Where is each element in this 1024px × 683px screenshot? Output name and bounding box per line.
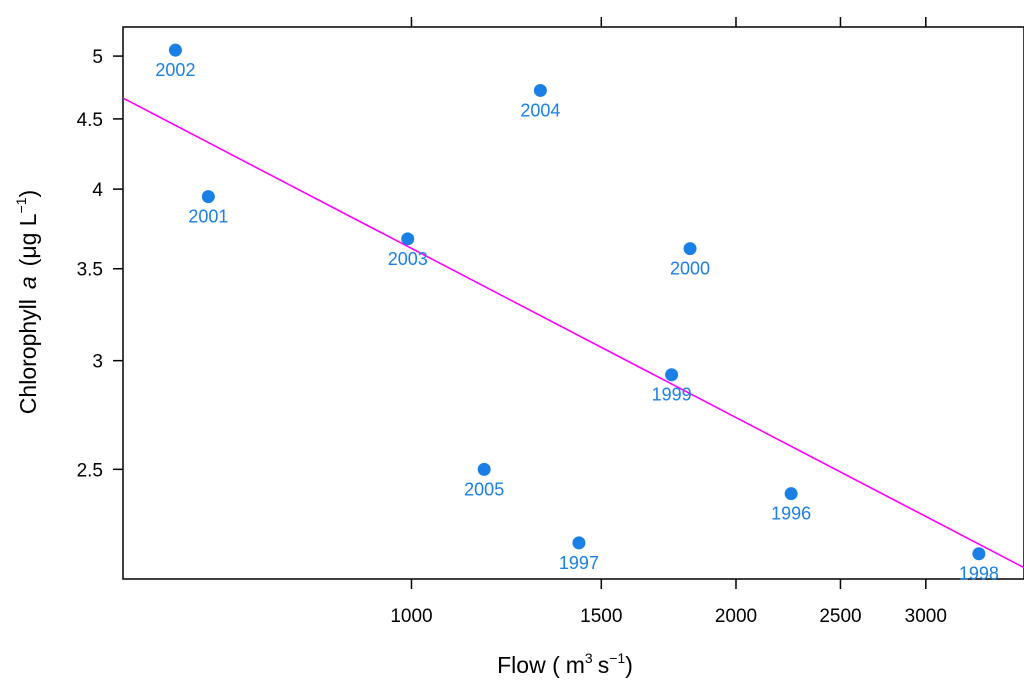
x-axis-title: Flow (m3 s−1) — [497, 650, 633, 678]
data-point-2002 — [168, 43, 182, 57]
x-tick-label-1: 1500 — [580, 606, 622, 627]
x-tick-label-3: 2500 — [819, 606, 861, 627]
data-point-2003 — [401, 232, 415, 246]
y-axis-title: Chlorophylla(μg L−1) — [13, 190, 41, 414]
y-axis: 2.5 3 3.5 4 4.5 5 — [77, 47, 123, 481]
data-point-2000 — [683, 242, 697, 256]
data-point-2005 — [477, 462, 491, 476]
data-label-2004: 2004 — [520, 100, 560, 120]
x-tick-label-2: 2000 — [715, 606, 757, 627]
data-label-2005: 2005 — [464, 479, 504, 499]
points-layer: 2002 2001 2003 2004 2000 1999 2005 1997 1996 1998 — [155, 43, 999, 584]
data-point-1996 — [784, 487, 798, 501]
data-label-2001: 2001 — [188, 207, 228, 227]
data-label-1999: 1999 — [652, 385, 692, 405]
y-tick-label-5: 5 — [92, 47, 103, 68]
plot-frame — [122, 26, 1024, 580]
x-tick-label-4: 3000 — [905, 606, 947, 627]
data-label-1997: 1997 — [559, 553, 599, 573]
y-tick-label-2: 3.5 — [77, 260, 103, 281]
x-tick-label-0: 1000 — [390, 606, 432, 627]
data-label-2002: 2002 — [155, 60, 195, 80]
data-point-1997 — [572, 536, 586, 550]
x-axis: 1000 1500 2000 2500 3000 — [390, 17, 947, 627]
data-point-2004 — [533, 83, 547, 97]
data-label-1996: 1996 — [771, 504, 811, 524]
data-label-2003: 2003 — [388, 249, 428, 269]
fit-line — [123, 97, 1024, 569]
y-tick-label-3: 4 — [92, 180, 103, 201]
y-tick-label-0: 2.5 — [77, 460, 103, 481]
y-tick-label-4: 4.5 — [77, 110, 103, 131]
data-point-1999 — [665, 368, 679, 382]
data-label-1998: 1998 — [959, 564, 999, 584]
data-label-2000: 2000 — [670, 259, 710, 279]
y-tick-label-1: 3 — [92, 352, 103, 373]
data-point-2001 — [201, 190, 215, 204]
data-point-1998 — [972, 547, 986, 561]
